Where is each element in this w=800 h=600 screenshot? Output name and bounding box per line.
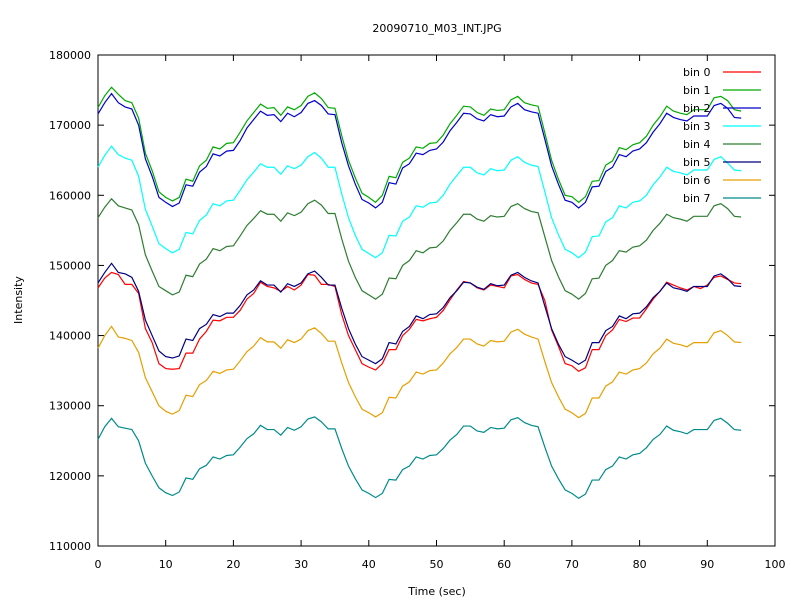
x-axis-label: Time (sec) — [407, 585, 466, 598]
series-line-bin-2 — [97, 92, 742, 209]
y-axis: 110000 120000 130000 140000 150000 160000 1700… — [49, 49, 775, 553]
legend-label: bin 0 — [683, 66, 711, 79]
y-tick-label: 160000 — [49, 189, 91, 202]
y-tick-label: 170000 — [49, 119, 91, 132]
x-tick-label: 10 — [159, 558, 173, 571]
series-line-bin-6 — [97, 325, 742, 419]
y-axis-label: Intensity — [12, 276, 25, 324]
chart-title: 20090710_M03_INT.JPG — [372, 22, 501, 35]
series-line-bin-1 — [97, 86, 742, 204]
legend-label: bin 3 — [683, 120, 711, 133]
x-tick-label: 30 — [294, 558, 308, 571]
legend-label: bin 2 — [683, 102, 711, 115]
legend-label: bin 4 — [683, 138, 711, 151]
x-axis: 0 10 20 30 40 50 60 70 80 90 100 — [95, 55, 786, 571]
series-line-bin-0 — [97, 271, 742, 373]
x-tick-label: 80 — [633, 558, 647, 571]
x-tick-label: 60 — [497, 558, 511, 571]
series-layer — [97, 86, 742, 500]
legend-label: bin 7 — [683, 192, 711, 205]
series-line-bin-7 — [97, 416, 742, 500]
series-line-bin-5 — [97, 262, 742, 366]
y-tick-label: 130000 — [49, 400, 91, 413]
x-tick-label: 0 — [95, 558, 102, 571]
y-tick-label: 150000 — [49, 259, 91, 272]
plot-frame — [97, 54, 776, 547]
series-line-bin-3 — [97, 145, 742, 259]
y-tick-label: 140000 — [49, 330, 91, 343]
legend-label: bin 1 — [683, 84, 711, 97]
legend-label: bin 6 — [683, 174, 711, 187]
x-tick-label: 20 — [226, 558, 240, 571]
y-tick-label: 180000 — [49, 49, 91, 62]
x-tick-label: 100 — [765, 558, 786, 571]
legend-label: bin 5 — [683, 156, 711, 169]
legend: bin 0 bin 1 bin 2 bin 3 bin 4 bin 5 bin 6 bin 7 — [683, 66, 761, 205]
x-tick-label: 40 — [362, 558, 376, 571]
y-tick-label: 120000 — [49, 470, 91, 483]
x-tick-label: 90 — [700, 558, 714, 571]
y-tick-label: 110000 — [49, 540, 91, 553]
x-tick-label: 70 — [565, 558, 579, 571]
x-tick-label: 50 — [430, 558, 444, 571]
series-line-bin-4 — [97, 197, 742, 300]
